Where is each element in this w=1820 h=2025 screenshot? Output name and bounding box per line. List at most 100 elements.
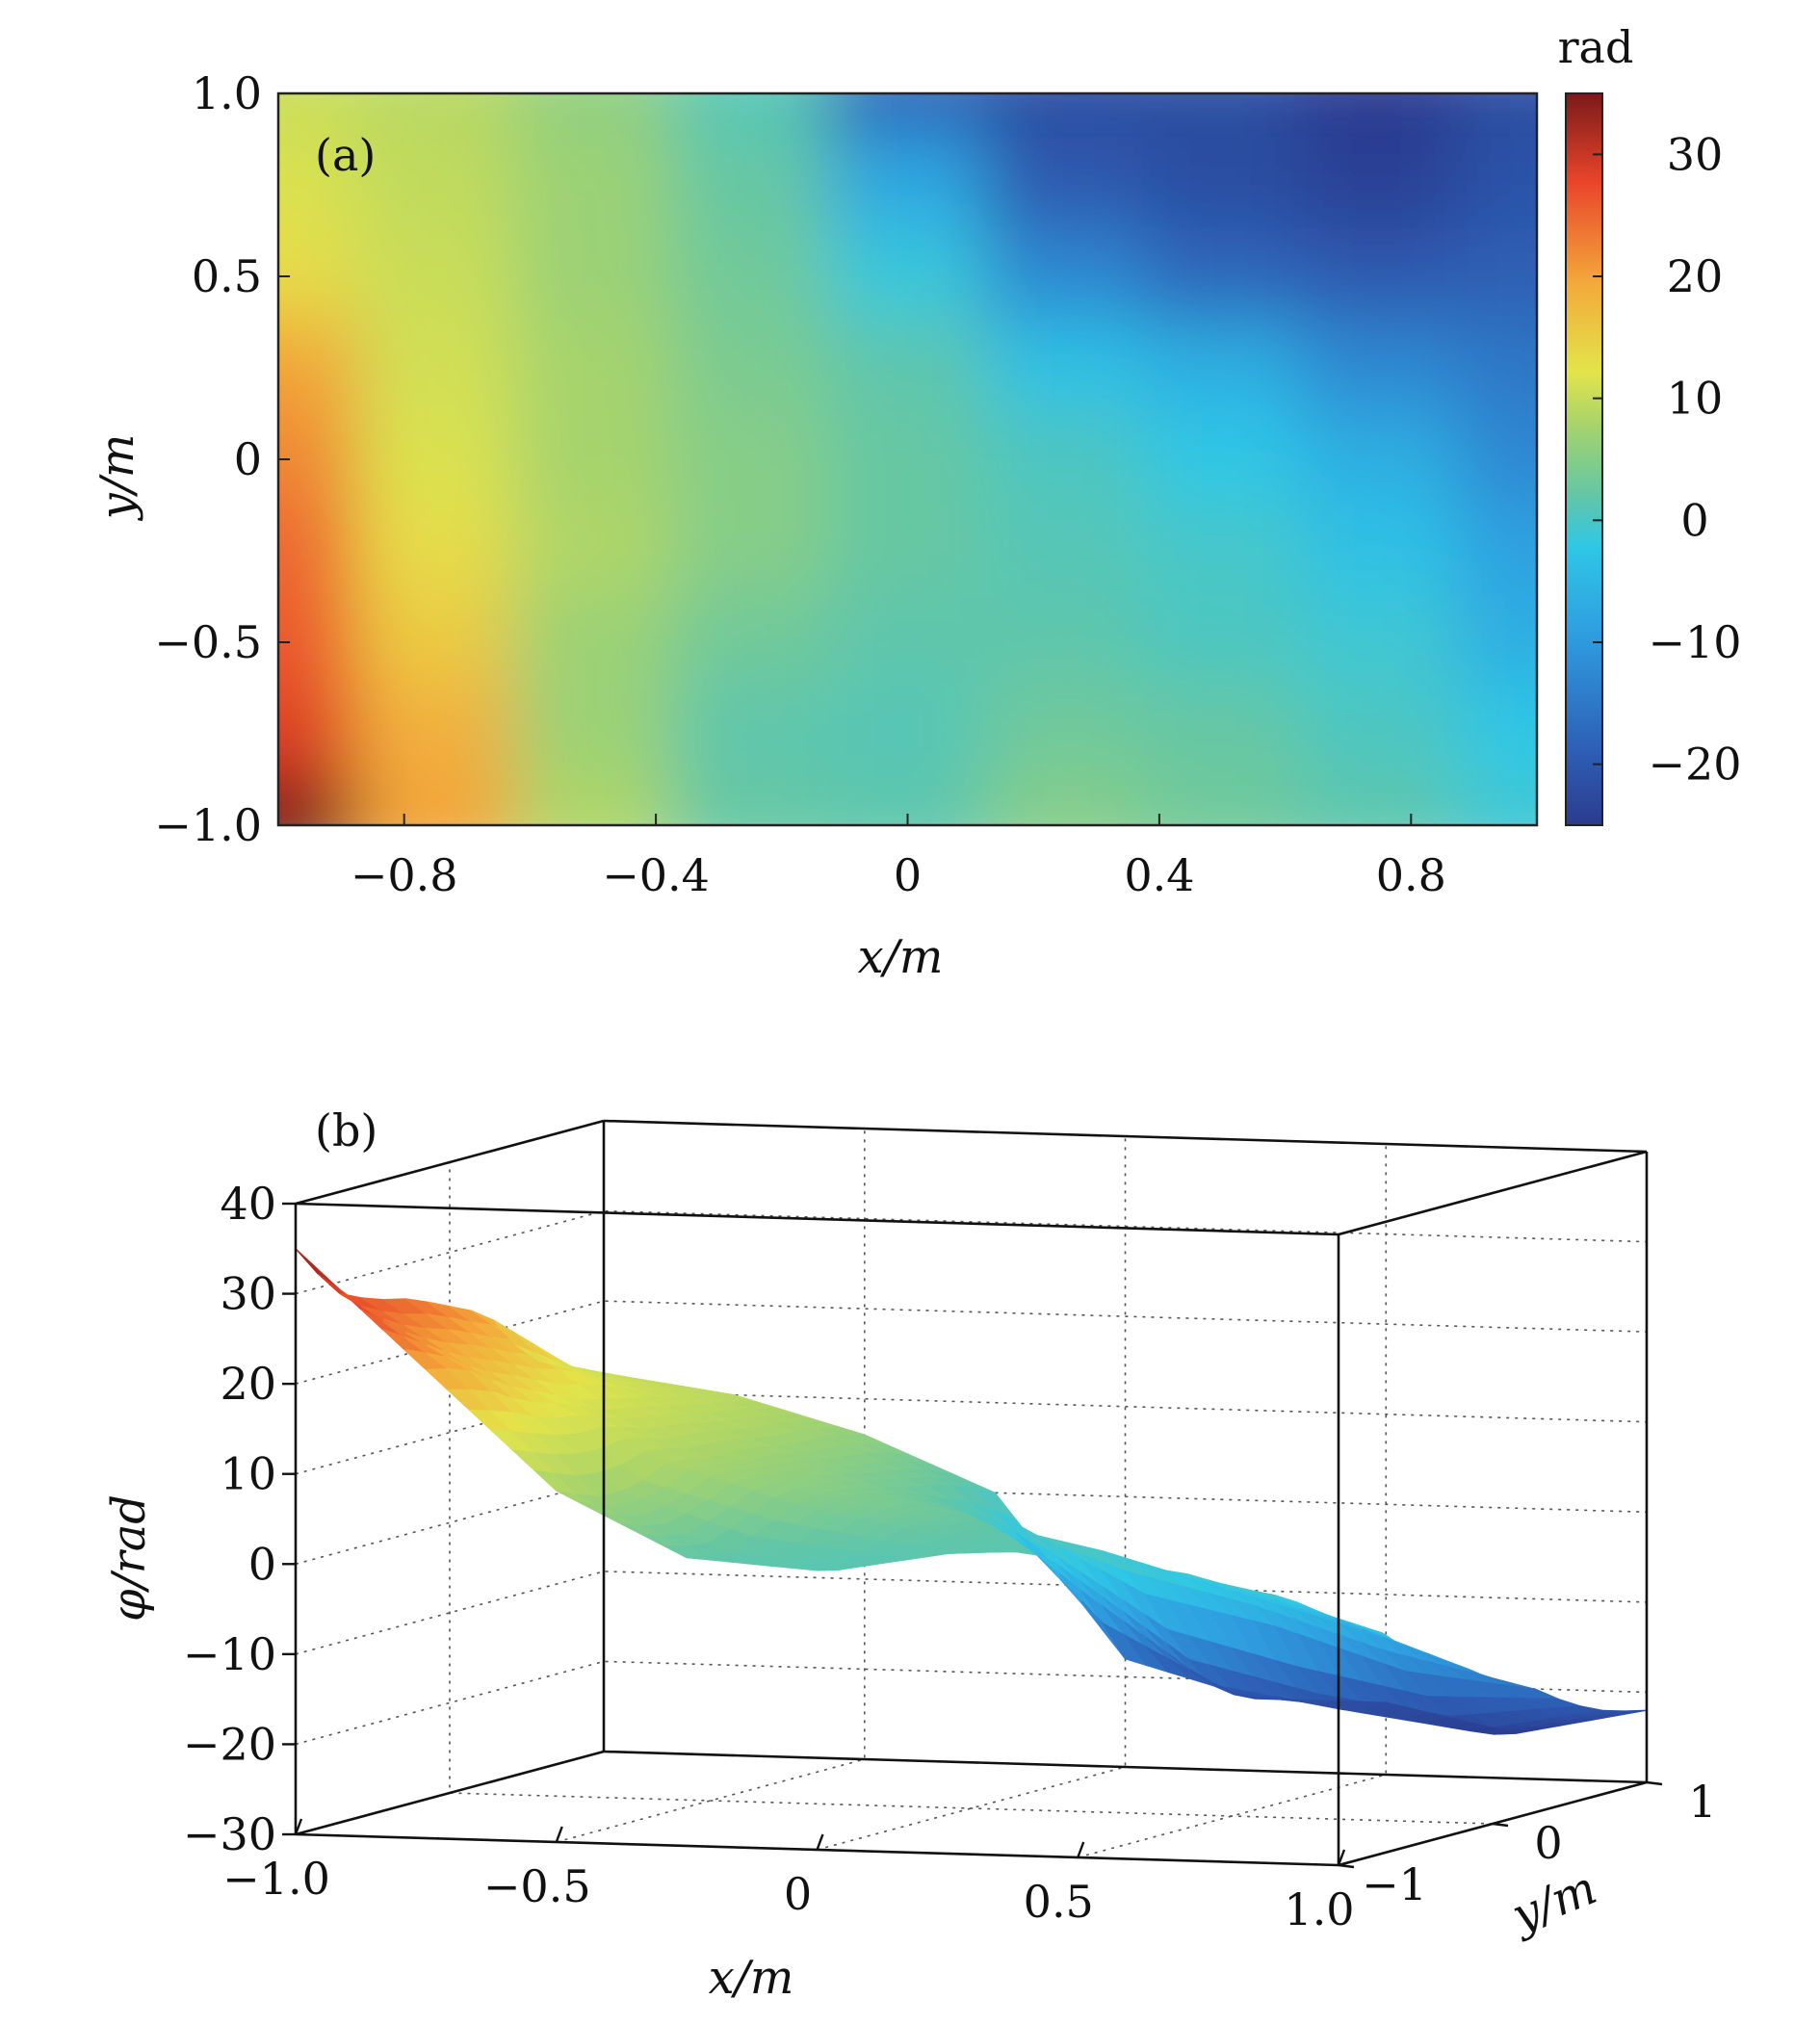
- x-tick-label: 0.5: [1024, 1876, 1094, 1928]
- heatmap-cell: [512, 594, 674, 690]
- heatmap-cell: [512, 777, 674, 825]
- y-tick-label: 0: [1534, 1817, 1562, 1869]
- heatmap-cell: [1298, 93, 1461, 142]
- z-tick-label: 0: [248, 1538, 276, 1590]
- heatmap-cell: [1141, 137, 1303, 233]
- heatmap-cell: [1298, 686, 1461, 782]
- x-tick-mark: [1337, 1849, 1346, 1866]
- heatmap-cell: [1298, 320, 1461, 416]
- heatmap-cell: [512, 137, 674, 233]
- heatmap-cell: [669, 686, 831, 782]
- heatmap-cell: [669, 320, 831, 416]
- heatmap-cell: [669, 503, 831, 599]
- heatmap-cell: [1456, 411, 1537, 507]
- heatmap-cell: [1141, 411, 1303, 507]
- heatmap-y-label: y/m: [91, 434, 144, 522]
- heatmap-cell: [1298, 503, 1461, 599]
- heatmap-cell: [512, 411, 674, 507]
- heatmap-cell: [1456, 137, 1537, 233]
- heatmap-cell: [1298, 228, 1461, 325]
- heatmap-cell: [1141, 228, 1303, 325]
- colorbar-tick-label: −20: [1648, 739, 1741, 791]
- heatmap-cell: [1298, 137, 1461, 233]
- heatmap-cell: [984, 320, 1146, 416]
- x-tick-mark: [816, 1833, 824, 1851]
- panel-b-label: (b): [315, 1104, 377, 1156]
- heatmap-cell: [984, 594, 1146, 690]
- heatmap-cell: [669, 93, 831, 142]
- heatmap-cell: [1298, 411, 1461, 507]
- heatmap-cell: [354, 93, 517, 142]
- heatmap-cell: [512, 93, 674, 142]
- heatmap-y-ticks: 1.0 0.5 0 −0.5 −1.0: [154, 67, 290, 851]
- colorbar-ticks: 30 20 10 0 −10 −20: [1593, 128, 1742, 791]
- surface-z-label: φ/rad: [102, 1494, 156, 1622]
- heatmap-cell: [669, 137, 831, 233]
- heatmap-cell: [826, 228, 989, 325]
- x-tick-label: −1.0: [222, 1853, 330, 1905]
- heatmap-cell: [826, 686, 989, 782]
- heatmap-cell: [512, 503, 674, 599]
- heatmap-cell: [1141, 594, 1303, 690]
- grid-line-z: [295, 1300, 1648, 1385]
- heatmap-cells: [278, 93, 1537, 825]
- x-tick-label: 1.0: [1284, 1883, 1354, 1935]
- heatmap-cell: [826, 320, 989, 416]
- heatmap-cell: [1298, 594, 1461, 690]
- y-tick-label: −1: [1362, 1858, 1427, 1910]
- heatmap-cell: [984, 228, 1146, 325]
- y-tick-label: 1.0: [192, 67, 262, 119]
- heatmap-cell: [278, 686, 359, 782]
- heatmap-cell: [354, 777, 517, 825]
- colorbar-tick-label: 30: [1667, 128, 1724, 180]
- heatmap-cell: [984, 411, 1146, 507]
- heatmap-cell: [984, 93, 1146, 142]
- heatmap-x-ticks: −0.8 −0.4 0 0.4 0.8: [351, 814, 1446, 901]
- heatmap-cell: [1456, 228, 1537, 325]
- heatmap-x-label: x/m: [858, 930, 944, 984]
- heatmap-cell: [1298, 777, 1461, 825]
- heatmap-cell: [1141, 93, 1303, 142]
- grid-line-x: [1078, 1144, 1388, 1858]
- box-edge: [603, 1750, 1648, 1784]
- z-tick-label: −30: [183, 1808, 276, 1860]
- z-tick-label: 40: [220, 1178, 276, 1230]
- heatmap-cell: [278, 320, 359, 416]
- heatmap-cell: [669, 411, 831, 507]
- x-tick-label: 0: [894, 849, 922, 901]
- box-edge: [295, 1750, 605, 1836]
- x-tick-label: 0.8: [1376, 849, 1446, 901]
- heatmap-cell: [1456, 93, 1537, 142]
- heatmap-cell: [512, 228, 674, 325]
- heatmap-cell: [984, 137, 1146, 233]
- heatmap-cell: [826, 137, 989, 233]
- heatmap-cell: [1141, 320, 1303, 416]
- heatmap-cell: [826, 594, 989, 690]
- grid-line-z: [295, 1120, 1648, 1205]
- heatmap-cell: [278, 93, 359, 142]
- z-tick-label: 10: [220, 1448, 276, 1500]
- y-tick-label: −1.0: [154, 799, 262, 851]
- y-tick-label: 1: [1688, 1776, 1716, 1828]
- y-tick-label: 0: [234, 433, 262, 485]
- heatmap-cell: [984, 503, 1146, 599]
- heatmap-cell: [826, 411, 989, 507]
- heatmap-cell: [1456, 686, 1537, 782]
- colorbar-tick-label: −10: [1648, 616, 1741, 668]
- heatmap-cell: [278, 777, 359, 825]
- box-edge: [295, 1202, 1339, 1236]
- z-tick-label: 30: [220, 1268, 276, 1320]
- heatmap-cell: [278, 594, 359, 690]
- colorbar-tick-label: 0: [1680, 494, 1708, 546]
- heatmap-cell: [278, 411, 359, 507]
- grid-line-z: [295, 1751, 1648, 1835]
- heatmap-cell: [1141, 686, 1303, 782]
- heatmap-cell: [669, 594, 831, 690]
- heatmap-cell: [826, 93, 989, 142]
- heatmap-cell: [984, 777, 1146, 825]
- heatmap-cell: [826, 503, 989, 599]
- colorbar-tick-label: 10: [1667, 373, 1724, 425]
- grid-line-z: [295, 1209, 1648, 1295]
- surface-x-ticks: −1.0 −0.5 0 0.5 1.0: [222, 1818, 1355, 1935]
